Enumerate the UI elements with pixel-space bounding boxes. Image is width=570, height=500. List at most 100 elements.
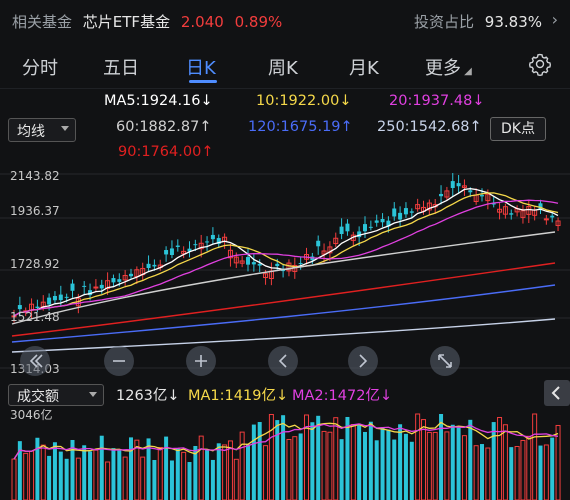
tab-monthly-k[interactable]: 月K [349,58,379,79]
candle-body [181,250,187,255]
ma60-arrow: ↑ [199,119,212,135]
candle-body [550,215,555,218]
candle-body [520,210,526,218]
volume-bar [88,451,93,500]
volume-bar [526,435,532,500]
zoom-out-icon[interactable] [104,346,134,376]
volume-bar [386,429,391,500]
volume-bar [426,431,432,500]
chevron-left-icon[interactable] [544,380,570,406]
volume-bar [473,445,479,500]
volume-bar [52,442,57,500]
volume-ma1-label: MA1:1419亿 [188,388,276,404]
volume-bar [11,458,17,500]
next-icon[interactable] [348,346,378,376]
chevron-down-icon [89,392,97,397]
candle-body [210,234,215,240]
volume-chart[interactable] [0,408,570,500]
etf-price: 2.040 [180,13,224,31]
volume-bar [468,419,473,500]
dk-point-button[interactable]: DK点 [490,117,546,141]
indicator-select-label: 均线 [17,124,45,140]
volume-bar [268,413,274,500]
candle-body [198,242,204,250]
volume-current-label: 1263亿 [116,388,168,404]
candle-body [88,290,93,296]
zoom-in-icon[interactable] [186,346,216,376]
candle-body [368,226,373,228]
candle-body [105,280,111,289]
candle-body [491,203,496,205]
fund-header[interactable]: 相关基金 芯片ETF基金 2.040 0.89% 投资占比 93.83% › [0,0,570,44]
candle-body [456,183,461,187]
volume-bar [509,447,514,500]
volume-current: 1263亿↓ [116,384,180,405]
volume-axis-max: 3046亿 [10,408,53,422]
volume-bar [543,444,549,500]
volume-bar [444,431,450,500]
ma5-value: MA5:1924.16↓ [104,93,213,109]
volume-ma2-arrow: ↓ [379,388,393,404]
ma120-label: 120:1675.19 [248,119,341,135]
candle-body [70,283,75,291]
candle-body [99,284,104,289]
ratio-value: 93.83% [484,13,542,31]
gear-icon[interactable] [528,52,552,76]
volume-bar [321,430,327,500]
tab-weekly-k[interactable]: 周K [268,58,298,79]
candle-body [374,220,379,223]
volume-bar [363,431,367,500]
volume-bar [251,424,256,500]
candlestick-chart[interactable] [0,166,570,378]
candle-body [502,206,508,215]
volume-bar [64,458,69,500]
fund-info[interactable]: 相关基金 芯片ETF基金 2.040 0.89% [12,11,288,32]
volume-bar [461,435,467,500]
ma10-line [13,192,559,317]
volume-bar [105,461,111,500]
tab-more[interactable]: 更多 ◢ [425,54,472,80]
volume-bar [502,424,508,500]
fullscreen-icon[interactable] [430,346,460,376]
rewind-icon[interactable] [20,346,50,376]
tab-intraday[interactable]: 分时 [22,58,58,79]
volume-bar [99,435,104,500]
volume-bar [550,437,555,500]
volume-ma2-line [13,423,559,460]
ma10-arrow: ↓ [339,93,352,109]
indicator-select[interactable]: 均线 [8,118,76,142]
tab-five-day[interactable]: 五日 [103,58,139,79]
candle-body [444,190,450,198]
ma90-arrow: ↑ [201,144,214,160]
prev-icon[interactable] [268,346,298,376]
ma20-value: 20:1937.48↓ [389,93,484,109]
tab-daily-k[interactable]: 日K [186,58,216,79]
candle-body [339,226,344,235]
candle-body [275,263,280,267]
chevron-right-icon[interactable]: › [551,10,558,29]
candle-body [333,237,339,245]
candle-body [17,305,22,310]
active-tab-underline [189,80,217,83]
volume-ma2-label: MA2:1472亿 [292,388,380,404]
volume-bar [520,439,526,500]
candle-body [298,263,303,265]
ma5-label: MA5:1924.16 [104,93,201,109]
volume-bar [532,413,538,500]
volume-bar [246,444,250,500]
volume-bar [111,448,116,500]
volume-bar [169,460,174,500]
volume-bar [292,436,298,500]
candle-body [58,294,63,301]
price-axis-label-2: 1936.37 [10,204,60,218]
investment-ratio[interactable]: 投资占比 93.83% [414,11,542,32]
candle-body [543,218,549,221]
volume-bar [257,422,262,500]
volume-bar [29,450,35,500]
volume-bar [47,455,52,500]
candle-body [509,213,514,215]
volume-bar [23,452,29,500]
price-axis-label-1: 2143.82 [10,169,60,183]
volume-indicator-select[interactable]: 成交额 [8,384,104,406]
volume-bar [432,431,438,500]
